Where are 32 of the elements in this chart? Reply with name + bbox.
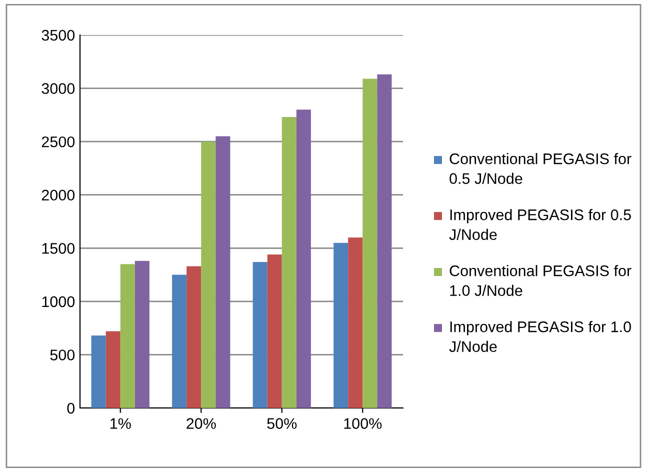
y-tick-label: 2500 bbox=[42, 136, 75, 148]
x-tick-label: 50% bbox=[267, 418, 297, 429]
bar bbox=[267, 254, 282, 408]
bar bbox=[201, 142, 216, 408]
x-tick-label: 100% bbox=[344, 418, 382, 429]
bar bbox=[334, 242, 348, 408]
bar bbox=[296, 110, 311, 408]
bar bbox=[91, 336, 106, 408]
x-tick-label: 20% bbox=[186, 418, 216, 429]
x-tick-label: 1% bbox=[110, 418, 131, 429]
bar bbox=[377, 74, 392, 408]
y-tick-label: 1000 bbox=[42, 296, 75, 308]
bar bbox=[120, 264, 135, 408]
bar bbox=[134, 260, 150, 408]
y-tick-label: 1500 bbox=[42, 243, 75, 254]
legend-label: Improved PEGASIS for 0.5 J/Node bbox=[449, 209, 631, 240]
y-tick-label: 2000 bbox=[42, 190, 75, 201]
bar bbox=[216, 136, 230, 408]
bar bbox=[282, 117, 296, 408]
y-tick-label: 0 bbox=[67, 402, 75, 414]
y-tick-label: 3500 bbox=[42, 30, 75, 41]
legend-label: Conventional PEGASIS for 0.5 J/Node bbox=[450, 153, 632, 184]
bar bbox=[106, 331, 120, 408]
bar bbox=[348, 237, 363, 408]
bar bbox=[186, 266, 202, 408]
bar bbox=[252, 262, 268, 408]
y-tick-label: 3000 bbox=[42, 83, 75, 94]
bar bbox=[362, 78, 378, 408]
bar bbox=[172, 274, 187, 408]
legend-label: Improved PEGASIS for 1.0 J/Node bbox=[449, 321, 631, 352]
y-tick-label: 500 bbox=[50, 350, 75, 360]
legend-label: Conventional PEGASIS for 1.0 J/Node bbox=[450, 265, 632, 296]
